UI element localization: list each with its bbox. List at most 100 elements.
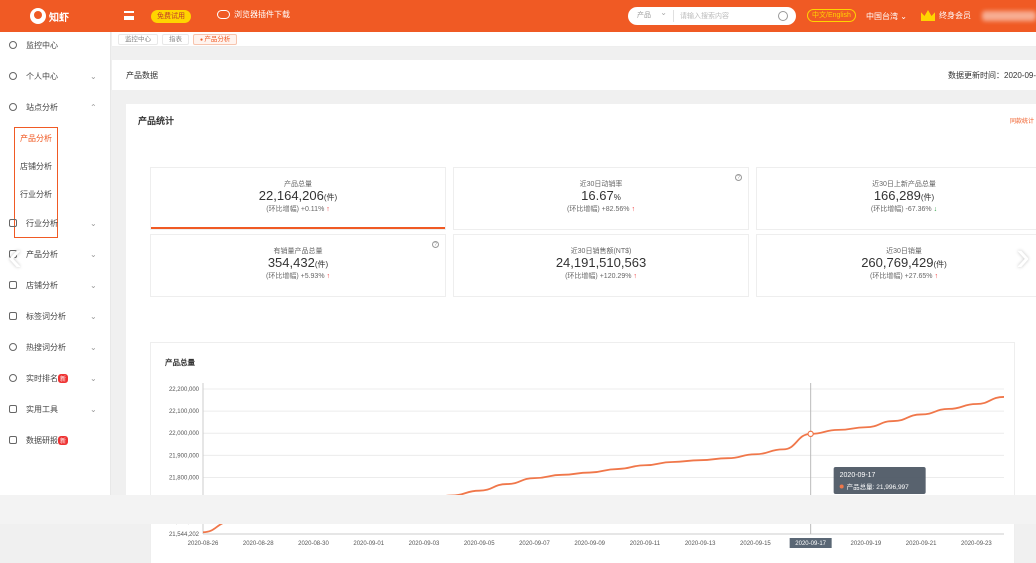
report-icon — [9, 436, 17, 444]
plugin-download-link[interactable]: 浏览器插件下载 — [217, 9, 290, 20]
kpi-change-value: -67.36% — [905, 206, 932, 213]
x-tick-label: 2020-09-13 — [685, 541, 716, 547]
x-tick-label: 2020-09-19 — [851, 541, 882, 547]
sidebar-item-label: 店铺分析 — [26, 280, 58, 290]
menu-toggle-icon[interactable] — [124, 11, 134, 20]
x-tick-label: 2020-08-30 — [298, 541, 329, 547]
sidebar-item-monitor[interactable]: 监控中心 — [0, 35, 111, 55]
kpi-unit: % — [613, 193, 621, 202]
region-label: 中国台湾 — [866, 12, 898, 21]
member-label: 终身会员 — [939, 11, 971, 20]
tooltip-date: 2020-09-17 — [840, 472, 876, 479]
kpi-change: (环比增幅) -67.36% ↓ — [757, 204, 1036, 214]
kpi-number: 260,769,429 — [861, 255, 934, 270]
kpi-card[interactable]: 近30日销量 260,769,429(件) (环比增幅) +27.65% ↑ — [757, 235, 1036, 296]
chevron-down-icon: ⌄ — [90, 249, 97, 259]
breadcrumb-tab-active[interactable]: 产品分析 — [193, 33, 238, 45]
breadcrumb: 监控中心 指表 产品分析 — [112, 32, 1036, 47]
sidebar-item-shop[interactable]: 店铺分析 ⌄ — [0, 275, 111, 295]
member-link[interactable]: 终身会员 — [921, 10, 971, 21]
sidebar-item-product[interactable]: 产品分析 ⌄ — [0, 244, 111, 264]
help-icon[interactable]: ? — [735, 174, 742, 181]
search-bar: 产品 请输入搜索内容 — [628, 7, 796, 25]
site-analysis-submenu — [14, 127, 58, 238]
kpi-change-label: (环比增幅) — [565, 273, 598, 280]
kpi-change: (环比增幅) +82.56% ↑ — [454, 204, 748, 214]
carousel-next-icon[interactable]: › — [1016, 232, 1030, 279]
bookmark-icon — [9, 312, 17, 320]
user-name-blurred[interactable] — [982, 11, 1036, 21]
logo-icon — [30, 8, 46, 24]
kpi-card[interactable]: 近30日销售额(NT$) 24,191,510,563 (环比增幅) +120.29… — [454, 235, 748, 296]
kpi-label: 近30日上新产品总量 — [872, 181, 936, 188]
breadcrumb-tab[interactable]: 指表 — [162, 33, 189, 45]
search-input[interactable]: 请输入搜索内容 — [680, 13, 729, 20]
chevron-down-icon: ⌄ — [90, 71, 97, 81]
line-chart-card: 产品总量 22,200,000 22,100,000 22,000,000 21,90… — [151, 343, 1014, 563]
sidebar-item-industry[interactable]: 行业分析 ⌄ — [0, 213, 111, 233]
new-badge: 新 — [58, 435, 69, 445]
kpi-change-label: (环比增幅) — [567, 206, 600, 213]
trial-badge[interactable]: 免费试用 — [151, 10, 191, 23]
chevron-down-icon: ⌄ — [90, 218, 97, 228]
x-tick-label: 2020-08-26 — [188, 541, 219, 547]
x-tick-label: 2020-09-05 — [464, 541, 495, 547]
kpi-change: (环比增幅) +5.93% ↑ — [151, 271, 445, 281]
y-tick-label: 22,000,000 — [169, 431, 200, 437]
y-tick-label: 22,100,000 — [169, 409, 200, 415]
line-chart[interactable]: 22,200,000 22,100,000 22,000,000 21,900,000… — [151, 343, 1014, 563]
kpi-card[interactable]: 产品总量 22,164,206(件) (环比增幅) +0.11% ↑ — [151, 168, 445, 229]
help-icon[interactable]: ? — [432, 241, 439, 248]
chevron-up-icon: ⌃ — [90, 102, 97, 112]
chevron-down-icon: ⌄ — [900, 12, 907, 21]
tool-icon — [9, 405, 17, 413]
sidebar-item-reports[interactable]: 数据研报 新 — [0, 430, 111, 450]
arrow-down-icon: ↓ — [933, 206, 938, 213]
search-type-select[interactable]: 产品 — [628, 7, 674, 22]
sidebar-item-personal[interactable]: 个人中心 ⌄ — [0, 66, 111, 86]
kpi-label: 近30日动销率 — [579, 181, 623, 188]
logo[interactable]: 知虾 — [30, 5, 74, 27]
sidebar-item-hot-words[interactable]: 热搜词分析 ⌄ — [0, 337, 111, 357]
chevron-down-icon: ⌄ — [90, 342, 97, 352]
x-tick-label: 2020-09-15 — [740, 541, 771, 547]
tooltip-series-dot — [839, 484, 844, 489]
submenu-shop-analysis[interactable]: 店铺分析 — [20, 162, 52, 171]
kpi-value: 260,769,429(件) — [757, 255, 1036, 270]
kpi-number: 354,432 — [267, 255, 315, 270]
kpi-unit: (件) — [314, 260, 329, 269]
rank-icon — [9, 374, 17, 382]
flame-icon — [9, 343, 17, 351]
new-badge: 新 — [58, 373, 69, 383]
user-icon — [9, 72, 17, 80]
panel-title: 产品统计 — [138, 116, 175, 126]
x-tick-label: 2020-09-17 — [795, 541, 826, 547]
kpi-change-label: (环比增幅) — [870, 273, 903, 280]
sidebar-item-tag-words[interactable]: 标签词分析 ⌄ — [0, 306, 111, 326]
submenu-product-analysis[interactable]: 产品分析 — [20, 134, 52, 143]
language-toggle[interactable]: 中文/English — [807, 9, 856, 22]
region-select[interactable]: 中国台湾 ⌄ — [866, 11, 907, 22]
kpi-card[interactable]: 有销量产品总量 354,432(件) (环比增幅) +5.93% ↑? — [151, 235, 445, 296]
sidebar-item-tools[interactable]: 实用工具 ⌄ — [0, 399, 111, 419]
search-icon[interactable] — [778, 11, 788, 21]
kpi-label: 近30日销售额(NT$) — [570, 248, 632, 255]
kpi-value: 16.67% — [454, 188, 748, 203]
carousel-prev-icon[interactable]: ‹ — [8, 232, 22, 279]
arrow-up-icon: ↑ — [326, 206, 330, 213]
arrow-up-icon: ↑ — [631, 206, 635, 213]
crown-icon — [921, 10, 935, 21]
highlight-point[interactable] — [807, 430, 814, 438]
chevron-down-icon: ⌄ — [90, 404, 97, 414]
x-tick-label: 2020-08-28 — [243, 541, 274, 547]
x-tick-label: 2020-09-07 — [519, 541, 550, 547]
sidebar-item-site-analysis[interactable]: 站点分析 ⌃ — [0, 97, 111, 117]
panel-link[interactable]: 同款统计 — [1010, 119, 1035, 125]
sidebar-item-realtime-rank[interactable]: 实时排名 新 ⌄ — [0, 368, 111, 388]
kpi-card[interactable]: 近30日动销率 16.67% (环比增幅) +82.56% ↑? — [454, 168, 748, 229]
update-time: 数据更新时间：2020-09-2 — [948, 70, 1036, 80]
breadcrumb-tab[interactable]: 监控中心 — [118, 33, 158, 45]
stats-panel: 产品统计 同款统计 产品总量 22,164,206(件) (环比增幅) +0.11%… — [126, 104, 1036, 563]
submenu-industry-analysis[interactable]: 行业分析 — [20, 190, 52, 199]
